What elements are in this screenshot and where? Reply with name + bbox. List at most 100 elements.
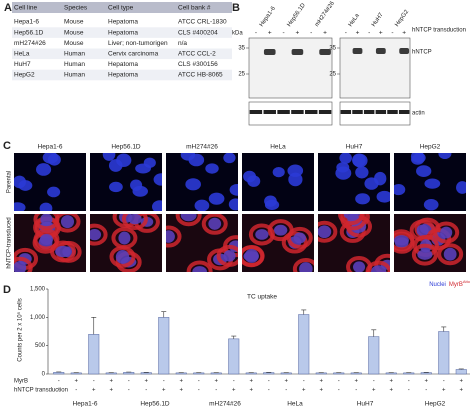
condition-sign: + [372, 388, 376, 394]
x-tick-label: mH274#26 [209, 401, 241, 408]
nucleus [456, 181, 466, 194]
membrane [54, 214, 81, 233]
nucleus [180, 214, 197, 222]
panel-letter: C [3, 140, 11, 152]
membrane [242, 244, 265, 267]
band [291, 49, 304, 55]
panel-letter: A [4, 2, 12, 14]
nucleus [39, 234, 53, 245]
lane-group-label: mH274#26 [314, 0, 336, 28]
nucleus [288, 172, 303, 187]
table-cell: Hep56.1D [14, 29, 44, 36]
y-tick-label: 0 [42, 372, 46, 378]
nucleus [205, 163, 219, 174]
x-tick-label: Hep56.1D [140, 401, 170, 408]
blot-box [248, 37, 333, 99]
nucleus [293, 232, 306, 244]
membrane [109, 245, 136, 268]
nucleus [36, 163, 52, 176]
bar [368, 336, 380, 375]
actin-band [277, 110, 290, 114]
nucleus [223, 250, 236, 262]
actin-band [305, 110, 318, 114]
table-cell: Mouse [64, 29, 84, 36]
table-cell: Hepatoma [108, 29, 138, 36]
nucleus [243, 170, 256, 183]
legend-text: Atto [463, 279, 471, 284]
nucleus [40, 214, 53, 226]
nucleus [394, 235, 409, 246]
condition-sign: + [302, 388, 306, 394]
condition-sign: + [144, 379, 148, 385]
panel-letter: D [3, 284, 11, 296]
condition-sign: - [408, 379, 410, 385]
table-cell: Human [64, 72, 85, 79]
nucleus [299, 262, 313, 272]
condition-label: hNTCP transduction [14, 388, 68, 394]
condition-sign: + [319, 388, 323, 394]
micrograph [318, 214, 390, 272]
table-cell: Liver; non-tumorigen [108, 40, 168, 47]
table-row-bg [12, 69, 232, 81]
lane-sign: + [268, 30, 272, 37]
nucleus [374, 171, 387, 186]
nucleus [14, 202, 26, 211]
nucleus [228, 198, 238, 211]
column-label: mH274#26 [186, 144, 218, 151]
condition-sign: + [249, 379, 253, 385]
bar [88, 334, 100, 375]
membrane [216, 244, 238, 267]
condition-sign: + [442, 388, 446, 394]
bar [158, 317, 170, 375]
table-header: Cell line [14, 5, 38, 12]
bar [385, 372, 397, 375]
membrane [33, 228, 60, 251]
condition-sign: + [162, 388, 166, 394]
legend-text: MyrB [449, 282, 463, 288]
column-label: Hep56.1D [111, 144, 141, 151]
band [399, 48, 410, 54]
legend: Nuclei MyrBAtto [429, 279, 471, 288]
bar [228, 338, 240, 375]
nucleus [352, 153, 366, 167]
bar [455, 369, 467, 375]
micrograph [14, 153, 86, 211]
condition-sign: + [354, 379, 358, 385]
nucleus [438, 153, 452, 160]
membrane [166, 225, 182, 248]
nucleus [417, 249, 433, 260]
membrane [437, 243, 464, 266]
marker-label: 25 [329, 72, 336, 78]
nucleus [353, 261, 366, 272]
bar [315, 372, 327, 375]
column-label: Hepa1-6 [38, 144, 63, 151]
table-cell: Human [64, 61, 85, 68]
actin-band [363, 110, 375, 114]
lane-group-label: Hepa1-6 [259, 5, 277, 28]
micrograph [14, 214, 86, 272]
nucleus [335, 166, 352, 180]
lane-sign: - [310, 30, 312, 37]
column-label: HuH7 [346, 144, 363, 151]
condition-sign: + [459, 388, 463, 394]
condition-sign: + [179, 379, 183, 385]
table-row-bg [12, 48, 232, 60]
lane-sign: + [323, 30, 327, 37]
nucleus [60, 215, 75, 229]
table-cell: Hepatoma [108, 61, 138, 68]
row-label: hNTCP-transduced [7, 217, 13, 268]
band [263, 49, 276, 55]
condition-sign: - [198, 388, 200, 394]
y-axis-label: Counts per 2 x 10⁵ cells [17, 298, 24, 362]
nucleus [343, 214, 359, 220]
error-bar [458, 368, 464, 370]
x-tick-label: HepG2 [425, 401, 446, 408]
bar [175, 372, 187, 375]
condition-sign: - [128, 379, 130, 385]
bar [350, 372, 362, 375]
condition-sign: - [268, 388, 270, 394]
micrograph [318, 153, 390, 211]
nucleus [440, 226, 453, 239]
table-header: Cell type [108, 5, 134, 12]
table-cell: Cervix carcinoma [108, 51, 159, 58]
